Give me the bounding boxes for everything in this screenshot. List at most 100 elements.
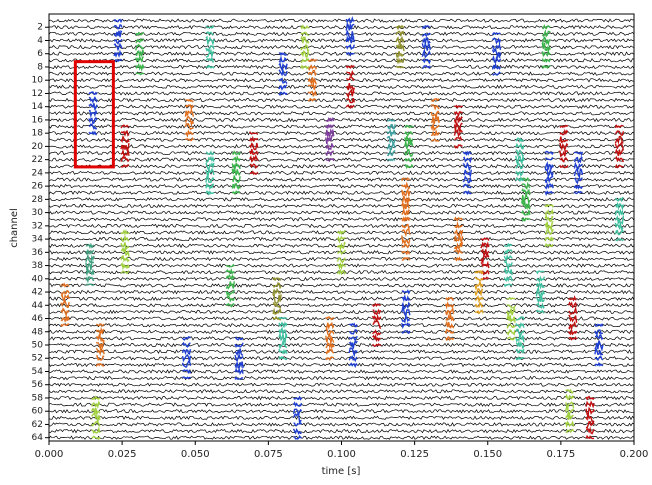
spike bbox=[249, 163, 259, 170]
spike-event bbox=[300, 24, 310, 70]
spike bbox=[88, 96, 98, 104]
spike bbox=[573, 190, 583, 195]
x-tick-label: 0.100 bbox=[327, 449, 356, 460]
y-tick-label: 44 bbox=[32, 301, 44, 311]
spike bbox=[95, 323, 105, 327]
spike bbox=[614, 197, 624, 203]
spike bbox=[386, 118, 396, 122]
spike-event bbox=[88, 91, 98, 136]
spike bbox=[462, 189, 472, 196]
spike bbox=[594, 329, 603, 336]
spike bbox=[293, 434, 302, 440]
spike-event bbox=[614, 197, 625, 242]
spike bbox=[395, 57, 405, 65]
spike-event bbox=[120, 229, 130, 275]
spike bbox=[453, 144, 463, 149]
spike-event bbox=[348, 322, 358, 369]
spike bbox=[386, 142, 396, 151]
y-tick-label: 50 bbox=[32, 341, 44, 351]
spike bbox=[614, 130, 625, 136]
spike bbox=[249, 170, 259, 176]
spike-event bbox=[491, 32, 502, 76]
spike bbox=[278, 51, 288, 57]
spike bbox=[445, 301, 455, 310]
spike bbox=[535, 270, 545, 275]
y-tick-label: 22 bbox=[32, 155, 43, 165]
spike bbox=[205, 24, 215, 30]
spike bbox=[249, 135, 259, 143]
spike bbox=[474, 279, 484, 292]
spike bbox=[278, 77, 288, 84]
spike bbox=[559, 124, 569, 129]
trace bbox=[48, 64, 635, 70]
spike-event bbox=[225, 263, 235, 308]
spike bbox=[325, 134, 335, 145]
spike bbox=[95, 347, 105, 357]
spike bbox=[336, 268, 347, 276]
spike bbox=[181, 354, 192, 363]
spike bbox=[135, 31, 144, 37]
spike bbox=[544, 236, 554, 242]
spike-event bbox=[401, 177, 411, 222]
trace bbox=[48, 117, 635, 123]
spike bbox=[585, 434, 595, 440]
spike bbox=[401, 304, 411, 318]
trace bbox=[48, 216, 635, 222]
spike bbox=[278, 326, 288, 336]
spike bbox=[113, 49, 123, 58]
spike bbox=[225, 302, 235, 308]
spike-event bbox=[404, 124, 414, 170]
trace bbox=[48, 375, 635, 381]
spike bbox=[205, 182, 215, 190]
spike bbox=[205, 30, 215, 36]
spike bbox=[453, 122, 463, 132]
spike-event bbox=[234, 336, 244, 380]
trace bbox=[48, 276, 635, 281]
spike bbox=[544, 203, 554, 208]
spike-event bbox=[345, 64, 355, 109]
spike bbox=[573, 155, 583, 164]
spike bbox=[430, 97, 440, 103]
spike bbox=[541, 35, 551, 47]
spike bbox=[404, 157, 414, 163]
y-tick-label: 18 bbox=[32, 129, 44, 139]
spike bbox=[594, 346, 604, 356]
y-tick-label: 62 bbox=[32, 420, 43, 430]
trace bbox=[48, 435, 635, 440]
spike bbox=[430, 138, 440, 143]
spike bbox=[564, 393, 575, 400]
spike bbox=[565, 388, 574, 394]
spike bbox=[372, 320, 382, 330]
spike bbox=[515, 339, 525, 350]
spike bbox=[95, 326, 105, 337]
spike bbox=[404, 124, 414, 129]
trace bbox=[48, 18, 635, 23]
spike bbox=[120, 163, 130, 168]
spike bbox=[184, 129, 194, 138]
spike bbox=[293, 395, 303, 401]
spike bbox=[401, 195, 411, 204]
y-tick-label: 42 bbox=[32, 288, 43, 298]
spike bbox=[594, 356, 604, 361]
x-tick-label: 0.025 bbox=[108, 449, 137, 460]
spike bbox=[480, 260, 490, 269]
spike bbox=[231, 190, 241, 195]
spike bbox=[120, 246, 130, 257]
y-tick-label: 16 bbox=[32, 115, 44, 125]
spike bbox=[278, 316, 288, 320]
spike bbox=[292, 412, 302, 425]
spike bbox=[454, 248, 463, 255]
spike bbox=[182, 376, 191, 380]
spike bbox=[559, 150, 569, 158]
trace bbox=[48, 44, 635, 50]
spike bbox=[564, 420, 575, 429]
trace bbox=[49, 250, 635, 255]
spike bbox=[325, 321, 335, 330]
spike bbox=[120, 156, 130, 163]
spike bbox=[564, 405, 575, 416]
y-tick-label: 4 bbox=[37, 36, 43, 46]
spike bbox=[135, 63, 145, 73]
spike bbox=[293, 422, 303, 427]
trace bbox=[48, 203, 635, 209]
spike bbox=[184, 122, 194, 131]
